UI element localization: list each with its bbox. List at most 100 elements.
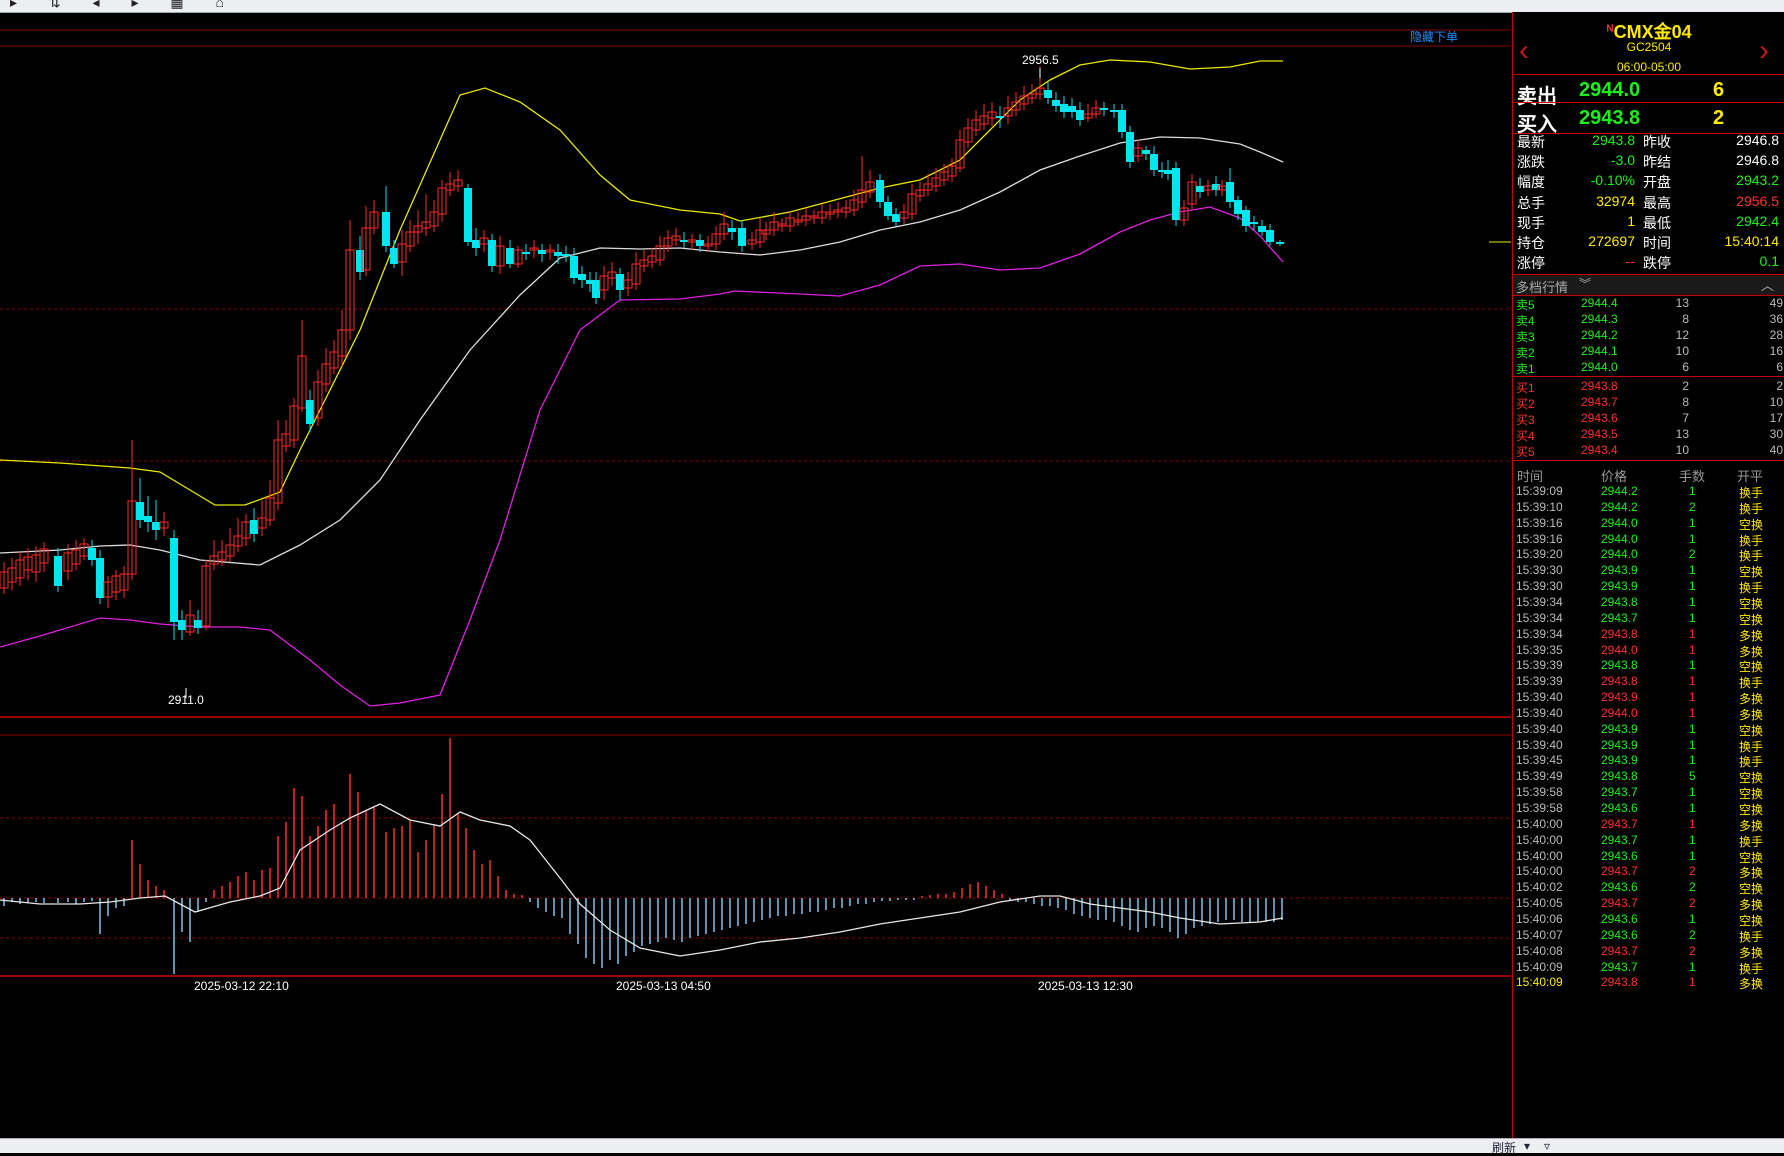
candle-body [250, 520, 258, 534]
stat-value: 272697 [1588, 233, 1635, 249]
candle-body [54, 556, 62, 586]
candle-body [963, 127, 973, 143]
candle-body [453, 179, 463, 187]
candle-body [793, 219, 803, 223]
hide-order-button[interactable]: 隐藏下单 [1410, 30, 1459, 44]
tick-time: 15:39:09 [1516, 484, 1563, 498]
candle-body [144, 516, 152, 522]
bid-cumulative: 10 [1769, 395, 1783, 409]
tick-volume: 1 [1689, 753, 1696, 768]
prev-contract-icon[interactable]: ‹ [1519, 34, 1529, 67]
bid-price: 2943.6 [1581, 411, 1618, 425]
tick-price: 2943.7 [1601, 896, 1638, 911]
tick-time: 15:40:00 [1516, 848, 1563, 863]
ask-price: 2944.3 [1581, 312, 1618, 326]
candle-body [289, 405, 299, 441]
tick-price: 2943.7 [1601, 959, 1638, 974]
tick-time: 15:39:30 [1516, 563, 1563, 578]
bottom-statusbar: 刷新 ▾ ▿ [0, 1138, 1784, 1155]
candle-body [445, 183, 455, 191]
stat-value: 0.1 [1759, 253, 1779, 270]
boll-upper-line [0, 59, 1283, 506]
depth-header[interactable]: 多档行情 ︾ ︿ [1513, 274, 1784, 296]
tick-volume: 1 [1689, 484, 1696, 498]
candle-body [329, 351, 339, 369]
tick-time: 15:40:00 [1516, 816, 1563, 831]
candle-body [369, 211, 379, 229]
candle-body [488, 240, 496, 266]
candle-body [680, 240, 688, 242]
tick-volume: 1 [1689, 705, 1696, 720]
tick-time: 15:39:10 [1516, 499, 1563, 514]
dropdown-icon[interactable]: ▿ [1544, 1139, 1551, 1153]
scroll-down-icon[interactable]: ▾ [1524, 1139, 1531, 1153]
candle-body [506, 248, 514, 264]
candle-body [225, 544, 235, 557]
candle-body [127, 500, 137, 575]
kline-chart[interactable]: 2956.5 2911.0 2025-03-12 22:10 2025-03-13 0… [0, 12, 1511, 1138]
tick-price: 2944.0 [1601, 705, 1638, 720]
bid-price: 2943.8 [1581, 379, 1618, 393]
bid-volume: 2 [1682, 379, 1689, 393]
contract-name: CMX金04 [1613, 22, 1692, 42]
tick-type: 空换 [1739, 565, 1764, 580]
candle-body [1126, 132, 1134, 162]
candle-body [1179, 207, 1189, 221]
tick-volume: 2 [1689, 943, 1696, 958]
tick-time: 15:40:08 [1516, 943, 1563, 958]
tick-price: 2943.6 [1601, 801, 1638, 815]
candle-body [429, 211, 439, 227]
tick-type: 多换 [1739, 818, 1764, 833]
tick-price: 2943.6 [1601, 911, 1638, 926]
x-axis-label: 2025-03-13 12:30 [1038, 979, 1133, 993]
tick-price: 2943.8 [1601, 769, 1638, 784]
buy-label: 买入 [1517, 114, 1557, 136]
new-flag: N [1606, 23, 1614, 35]
tick-time: 15:39:58 [1516, 801, 1563, 815]
tick-price: 2944.0 [1601, 642, 1638, 657]
toolbar-icons[interactable]: ▸ ⇅ ◂ ▸ ▦ ⌂ [10, 0, 238, 10]
candle-body [1044, 90, 1052, 98]
buy-volume: 2 [1713, 107, 1725, 129]
tick-volume: 1 [1689, 563, 1696, 578]
tick-price: 2943.8 [1601, 658, 1638, 673]
tick-type: 换手 [1739, 929, 1764, 944]
tick-volume: 1 [1689, 832, 1696, 847]
high-price-label: 2956.5 [1022, 53, 1059, 67]
next-contract-icon[interactable]: › [1759, 34, 1769, 67]
refresh-button[interactable]: 刷新 [1492, 1141, 1517, 1155]
candle-body [971, 119, 981, 131]
tick-time: 15:40:07 [1516, 927, 1563, 942]
candle-body [1212, 184, 1220, 190]
tick-price: 2943.8 [1601, 626, 1638, 641]
expand-icon[interactable]: ︾ [1579, 277, 1592, 291]
tick-time: 15:39:40 [1516, 690, 1563, 705]
candle-body [1083, 113, 1093, 119]
tick-volume: 1 [1689, 594, 1696, 609]
candle-body [562, 254, 570, 256]
tick-time: 15:40:06 [1516, 911, 1563, 926]
tick-type: 空换 [1739, 612, 1764, 627]
tick-price: 2943.6 [1601, 880, 1638, 895]
tick-volume: 2 [1689, 880, 1696, 895]
boll-mid-line [0, 136, 1284, 566]
candle-body [297, 355, 307, 409]
candle-body [464, 188, 472, 242]
tick-volume: 2 [1689, 547, 1696, 562]
candle-body [616, 274, 624, 290]
ask-label: 卖2 [1516, 346, 1535, 360]
collapse-icon[interactable]: ︿ [1761, 278, 1775, 293]
stat-label: 持仓 [1517, 235, 1545, 251]
tick-time: 15:39:16 [1516, 531, 1563, 546]
candle-body [631, 263, 641, 285]
candle-body [397, 243, 407, 263]
bid-label: 买2 [1516, 397, 1535, 411]
candle-body [1258, 226, 1266, 232]
candle-body [931, 177, 941, 187]
trading-session: 06:00-05:00 [1616, 60, 1682, 74]
tick-type: 多换 [1739, 945, 1764, 960]
stat-label: 最高 [1643, 194, 1671, 211]
tick-time: 15:39:39 [1516, 658, 1563, 673]
candle-body [1250, 222, 1258, 224]
candle-body [413, 225, 423, 233]
